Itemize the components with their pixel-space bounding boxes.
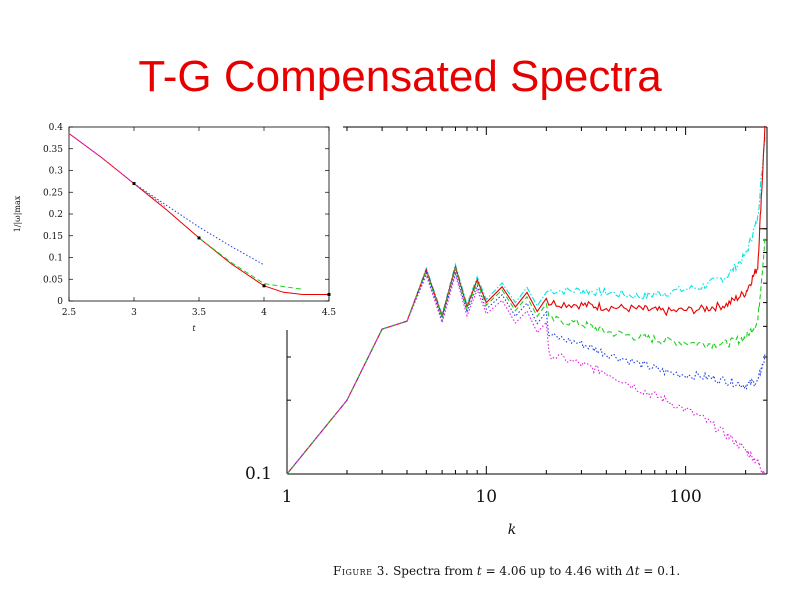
main-series-line [286,269,766,475]
inset-x-tick-label: 3.5 [192,308,207,318]
inset-x-tick-label: 4 [261,308,267,318]
inset-y-tick-label: 0.1 [49,254,63,264]
inset-series-line [133,183,265,266]
caption-var-t: t [476,564,482,578]
inset-series-line [68,133,167,208]
inset-y-tick-label: 0.25 [43,188,63,198]
caption-label: Figure 3. [333,564,390,578]
inset-x-tick-label: 4.5 [322,308,337,318]
inset-marker-point [197,236,201,240]
main-series-line [286,237,766,475]
inset-y-tick-label: 0 [57,297,63,307]
inset-y-tick-label: 0.35 [43,145,63,155]
caption-var-dt: Δt [626,564,640,578]
inset-marker-point [327,292,331,296]
main-series-line [286,125,766,475]
caption-text-3: = 0.1. [639,564,681,578]
inset-series-line [198,237,304,290]
inset-marker-point [132,182,136,186]
inset-y-tick-label: 0.3 [49,167,64,177]
inset-frame [68,126,330,302]
figure-caption: Figure 3. Spectra from t = 4.06 up to 4.… [333,564,680,578]
caption-text-2: = 4.06 up to 4.46 with [481,564,627,578]
inset-y-tick-label: 0.05 [43,275,63,285]
inset-y-axis-label: 1/|ω|max [13,195,22,232]
caption-text-1: Spectra from [389,564,477,578]
main-x-tick-label: 10 [475,487,497,507]
inset-x-tick-label: 2.5 [62,308,77,318]
inset-y-tick-label: 0.2 [49,210,63,220]
main-x-tick-label: 100 [669,487,701,507]
main-x-axis-label: k [508,522,516,538]
inset-y-tick-label: 0.15 [43,232,63,242]
inset-y-tick-label: 0.4 [49,123,64,133]
main-x-tick-label: 1 [282,487,293,507]
main-y-tick-label: 0.1 [245,464,272,484]
inset-x-axis-label: t [192,324,196,333]
inset-chart: 2.5 3 3.5 4 4.5 0 0.05 0.1 0.15 0.2 0.25 0.3 0.35 0.4… [13,123,336,333]
slide-title: T-G Compensated Spectra [138,52,662,101]
main-series-line [286,136,766,475]
main-spectra-chart: 1 10 100 0.1 k [245,125,768,538]
inset-marker-point [262,284,266,288]
inset-series-line [68,133,329,295]
inset-x-tick-label: 3 [131,308,137,318]
